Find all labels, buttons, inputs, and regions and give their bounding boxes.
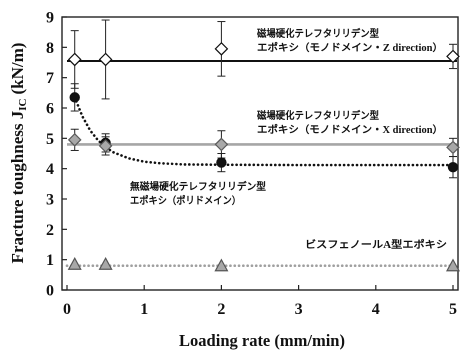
x-tick-label: 1: [140, 301, 148, 318]
x-tick-label: 0: [63, 301, 71, 318]
y-tick-label: 1: [46, 252, 54, 269]
series-lines: [65, 59, 459, 268]
marker-x-direction: [67, 133, 82, 147]
marker-x-direction: [446, 140, 460, 155]
label-z-direction-line1: 磁場硬化テレフタリリデン型: [257, 27, 379, 40]
x-axis-label: Loading rate (mm/min): [179, 331, 345, 350]
label-polydomain-line1: 無磁場硬化テレフタリリデン型: [130, 180, 266, 193]
marker-x-direction: [214, 137, 229, 152]
marker-polydomain: [69, 92, 80, 103]
y-axis-label-unit: (kN/m): [8, 43, 27, 95]
label-x-direction-line1: 磁場硬化テレフタリリデン型: [257, 109, 379, 122]
series-labels: 磁場硬化テレフタリリデン型 エポキシ（モノドメイン・Z direction） 磁…: [130, 27, 447, 251]
y-axis-label-subscript: IC: [17, 98, 29, 110]
plot-frame: [61, 16, 459, 291]
x-tick-label: 3: [295, 301, 303, 318]
marker-polydomain: [216, 157, 227, 168]
y-tick-label: 3: [46, 192, 54, 209]
label-bisphenol-a: ビスフェノールA型エポキシ: [305, 238, 447, 251]
y-tick-label: 4: [46, 161, 54, 178]
x-tick-label: 2: [217, 301, 225, 318]
x-tick-label: 4: [372, 301, 380, 318]
marker-bisphenol-a: [67, 256, 82, 270]
marker-z-direction: [446, 49, 460, 64]
label-z-direction-line2: エポキシ（モノドメイン・Z direction）: [257, 41, 443, 54]
y-tick-label: 9: [46, 10, 54, 27]
y-tick-label: 2: [46, 222, 54, 239]
y-axis-label: Fracture toughness JIC (kN/m): [8, 43, 29, 264]
marker-z-direction: [67, 52, 82, 67]
marker-z-direction: [98, 52, 113, 67]
marker-bisphenol-a: [445, 258, 461, 272]
y-tick-label: 7: [46, 70, 54, 87]
y-axis-label-main: Fracture toughness J: [8, 110, 27, 263]
x-tick-label: 5: [449, 301, 457, 318]
data-markers: [67, 42, 461, 272]
y-tick-label: 8: [46, 40, 54, 57]
curve-polydomain: [73, 96, 455, 167]
axis-ticks: 0 1 2 3 4 5 6 7 8 9 0 1 2 3 4 5: [46, 10, 457, 319]
marker-polydomain: [447, 161, 459, 173]
marker-bisphenol-a: [214, 258, 229, 272]
marker-z-direction: [214, 42, 229, 56]
y-tick-label: 6: [46, 101, 54, 118]
label-polydomain-line2: エポキシ（ポリドメイン）: [130, 194, 241, 207]
marker-bisphenol-a: [98, 256, 113, 270]
y-tick-label: 5: [46, 131, 54, 148]
label-x-direction-line2: エポキシ（モノドメイン・X direction）: [257, 123, 443, 136]
y-tick-label: 0: [46, 283, 54, 300]
marker-x-direction: [98, 139, 113, 153]
